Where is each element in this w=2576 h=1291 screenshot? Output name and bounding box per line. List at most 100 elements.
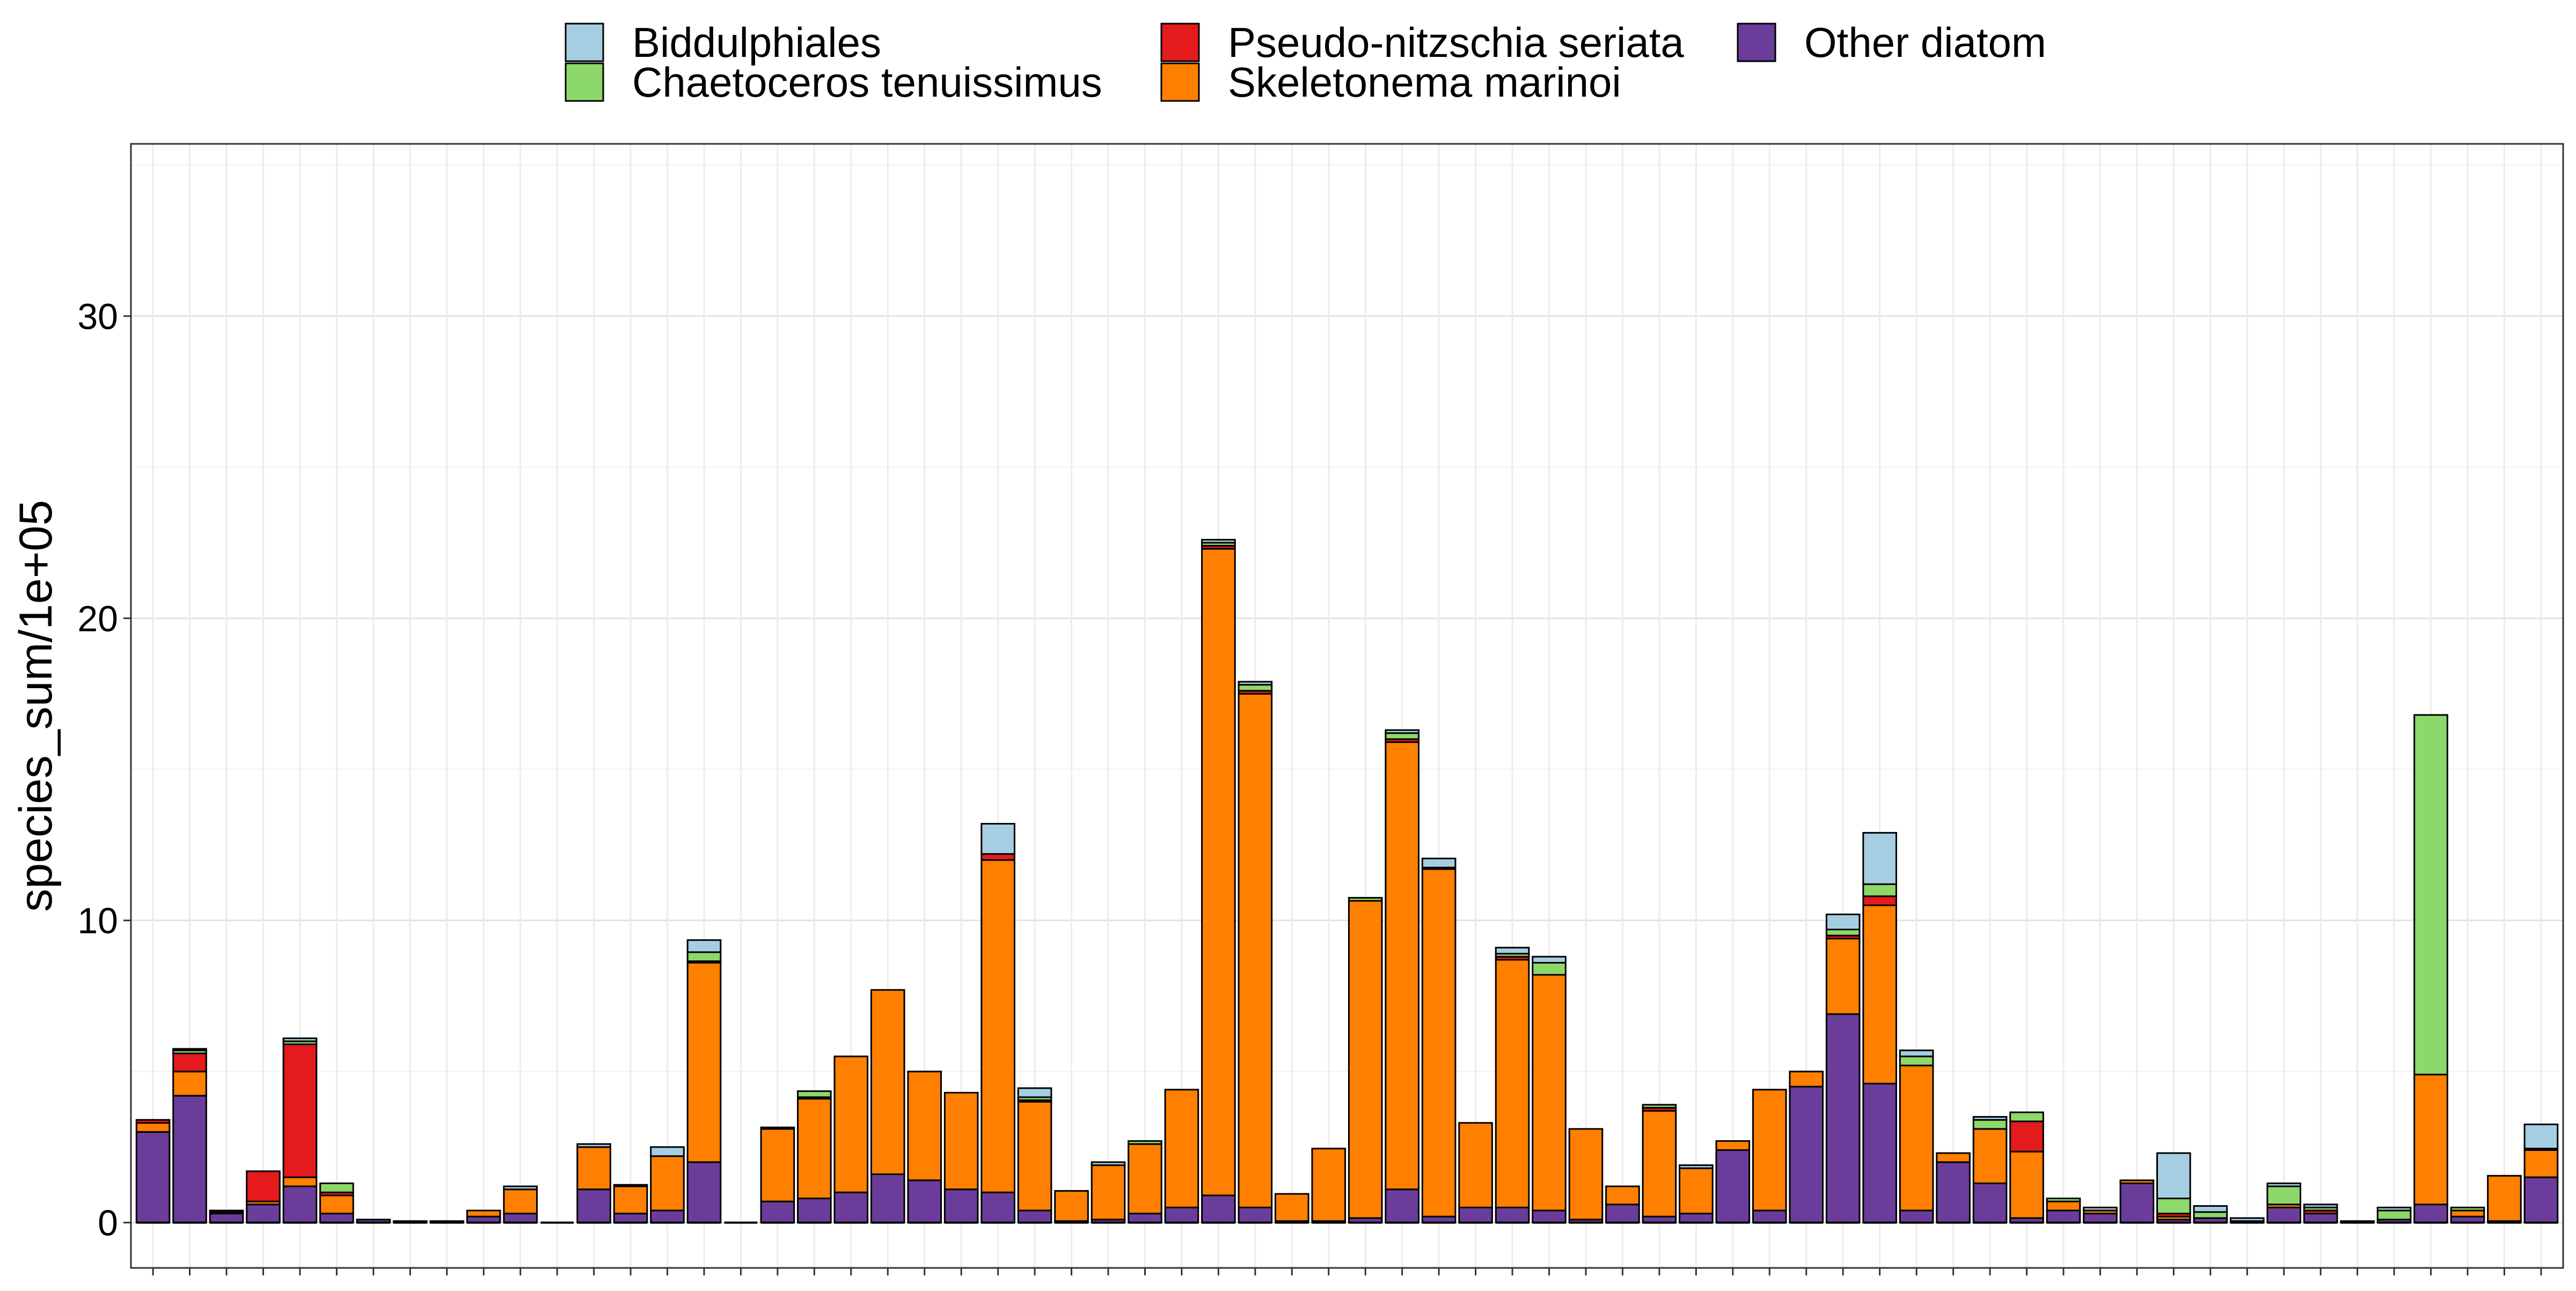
bar-segment: [650, 1146, 685, 1157]
bar-segment: [1385, 741, 1419, 1191]
bar-segment: [1495, 946, 1530, 955]
bar-segment: [2523, 1149, 2559, 1178]
bar-segment: [1825, 937, 1861, 1015]
bar-segment: [576, 1143, 611, 1148]
bar-segment: [1091, 1164, 1126, 1221]
bar-segment: [1201, 538, 1236, 544]
bar-segment: [2413, 1204, 2448, 1224]
bar-segment: [246, 1204, 281, 1224]
bar-segment: [2413, 714, 2448, 1076]
bar-segment: [1568, 1128, 1604, 1221]
bar-segment: [1679, 1164, 1714, 1169]
bar-segment: [1091, 1161, 1126, 1166]
bar-segment: [2046, 1198, 2081, 1202]
bar-segment: [1164, 1089, 1199, 1208]
y-axis-title: species_sum/1e+05: [10, 500, 62, 911]
bar-segment: [1421, 868, 1457, 1217]
bar-segment: [797, 1090, 832, 1098]
y-tick-label: 10: [77, 901, 118, 942]
y-tick-label: 20: [77, 599, 118, 639]
legend-label: Skeletonema marinoi: [1228, 59, 1621, 106]
legend-label: Other diatom: [1804, 19, 2046, 66]
bar-segment: [907, 1179, 942, 1224]
bar-segment: [1385, 1188, 1419, 1224]
bar-segment: [943, 1092, 979, 1191]
bar-segment: [2009, 1111, 2044, 1122]
bar-segment: [282, 1043, 318, 1178]
bar-segment: [1972, 1182, 2008, 1224]
bar-segment: [1275, 1193, 1309, 1222]
bar-segment: [1972, 1119, 2008, 1130]
bar-segment: [1201, 1194, 1236, 1224]
bar-segment: [1789, 1085, 1824, 1224]
bar-segment: [686, 939, 722, 953]
bar-segment: [1862, 895, 1897, 907]
bar-segment: [1899, 1049, 1934, 1057]
legend-key: [1737, 23, 1776, 62]
legend-label: Chaetoceros tenuissimus: [632, 59, 1102, 106]
bar-segment: [2523, 1124, 2559, 1150]
bar-segment: [2487, 1175, 2522, 1222]
axes: 0 10 20 30: [77, 296, 2542, 1275]
bar-segment: [1715, 1149, 1751, 1224]
bar-segment: [686, 951, 722, 962]
legend-key: [565, 23, 604, 62]
bar-segment: [1238, 684, 1273, 692]
bar-segment: [1238, 681, 1273, 686]
bar-segment: [2193, 1211, 2228, 1219]
bar-segment: [760, 1200, 795, 1224]
bar-segment: [466, 1209, 501, 1217]
bar-segment: [2413, 1074, 2448, 1206]
bar-segment: [1458, 1206, 1493, 1224]
bar-segment: [1715, 1140, 1751, 1151]
bar-segment: [2156, 1198, 2191, 1215]
bar-segment: [1899, 1055, 1934, 1067]
bar-segment: [1385, 729, 1419, 734]
bar-segment: [319, 1213, 354, 1224]
bar-segment: [1495, 959, 1530, 1208]
bar-segment: [613, 1184, 648, 1187]
bar-segment: [650, 1155, 685, 1212]
bar-segment: [135, 1119, 171, 1124]
bar-segment: [2009, 1150, 2044, 1219]
bar-segment: [980, 823, 1015, 855]
bar-segment: [1972, 1128, 2008, 1184]
bar-segment: [907, 1070, 942, 1181]
bar-segment: [1936, 1152, 1971, 1163]
bar-segment: [797, 1098, 832, 1200]
bar-segment: [209, 1209, 244, 1213]
bar-segment: [1054, 1190, 1089, 1222]
bar-segment: [1532, 1209, 1567, 1224]
bar-segment: [2266, 1206, 2302, 1224]
bar-segment: [1825, 929, 1861, 937]
bar-segment: [2229, 1217, 2265, 1222]
bar-segment: [1605, 1185, 1640, 1206]
bar-segment: [2119, 1179, 2155, 1184]
legend-key: [565, 62, 604, 102]
bar-segment: [1752, 1089, 1787, 1212]
bars: [135, 538, 2559, 1224]
bar-segment: [1532, 956, 1567, 964]
bar-segment: [319, 1194, 354, 1215]
bar-segment: [503, 1185, 538, 1191]
bar-segment: [1458, 1122, 1493, 1208]
bar-segment: [172, 1095, 207, 1224]
bar-segment: [1899, 1209, 1934, 1224]
bar-segment: [503, 1188, 538, 1215]
bar-segment: [246, 1170, 281, 1202]
bar-segment: [1017, 1100, 1052, 1212]
legend-key: [1160, 62, 1200, 102]
bar-segment: [172, 1052, 207, 1073]
bar-segment: [1128, 1140, 1162, 1145]
bar-segment: [650, 1209, 685, 1224]
bar-segment: [870, 989, 905, 1175]
bar-segment: [1642, 1110, 1677, 1217]
bar-segment: [2266, 1182, 2302, 1187]
bar-segment: [1164, 1206, 1199, 1224]
bar-segment: [1605, 1204, 1640, 1224]
bar-segment: [1825, 1013, 1861, 1224]
bar-segment: [1348, 900, 1383, 1219]
bar-segment: [2376, 1209, 2412, 1221]
